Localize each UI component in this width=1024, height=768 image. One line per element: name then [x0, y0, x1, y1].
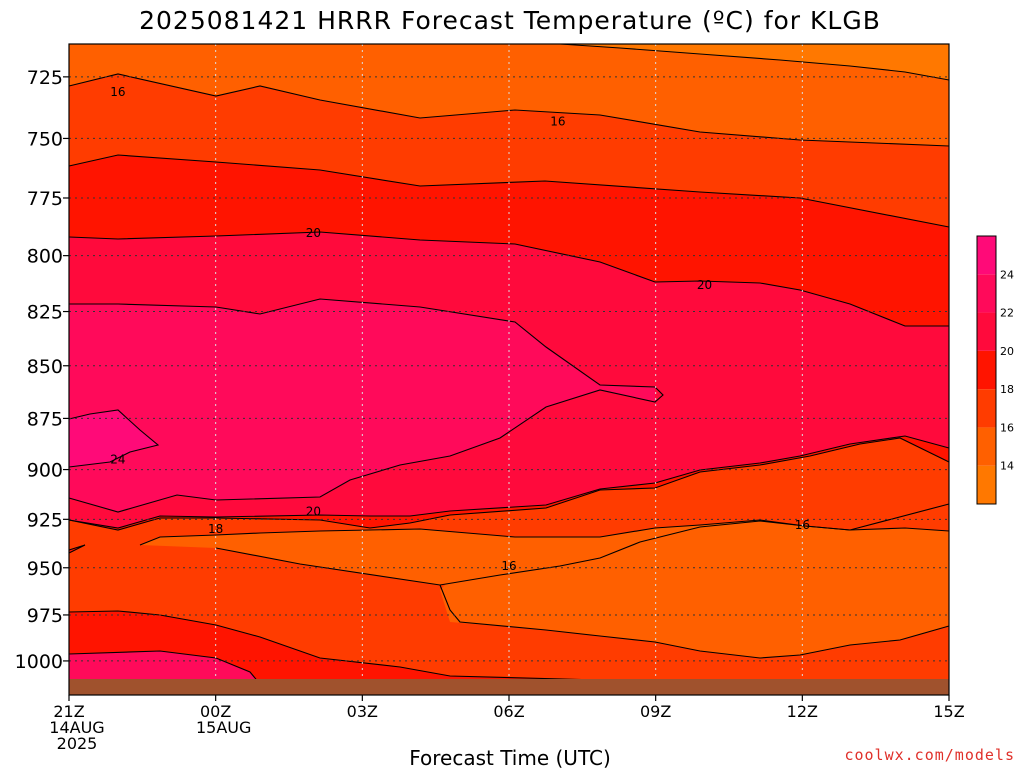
contour-label: 20	[697, 278, 712, 292]
x-tick-label: 03Z	[347, 702, 378, 721]
y-tick-label: 925	[27, 509, 63, 531]
contour-label: 16	[501, 559, 516, 573]
y-tick-label: 850	[27, 356, 63, 378]
contour-line	[68, 437, 950, 531]
band-surface-warm	[69, 651, 260, 684]
contour-line	[68, 231, 949, 327]
colorbar-swatch	[977, 389, 996, 428]
x-axis-title: Forecast Time (UTC)	[409, 746, 611, 768]
x-tick-label: 00Z	[200, 702, 231, 721]
contour-line	[68, 544, 86, 554]
svg-text:16: 16	[501, 559, 516, 573]
contour-line	[559, 43, 950, 81]
contour-line	[68, 409, 160, 468]
contour-label: 20	[306, 226, 321, 240]
colorbar-swatch	[977, 427, 996, 466]
y-tick-label: 750	[27, 128, 63, 150]
x-tick-label: 21Z	[53, 702, 84, 721]
svg-text:20: 20	[306, 226, 321, 240]
colorbar-swatch	[977, 350, 996, 390]
y-tick-label: 975	[27, 605, 63, 627]
colorbar-tick-label: 18	[1000, 383, 1014, 396]
y-tick-label: 800	[27, 246, 63, 268]
contour-line	[68, 610, 701, 685]
svg-text:16: 16	[550, 114, 565, 128]
contour-line	[68, 435, 950, 529]
colorbar-swatch	[977, 312, 996, 351]
contour-label: 24	[110, 452, 125, 466]
x-tick-label: 06Z	[493, 702, 524, 721]
contour-lines	[68, 43, 950, 685]
contour-label: 20	[306, 504, 321, 518]
contour-line	[215, 503, 950, 586]
colorbar-tick-label: 20	[1000, 345, 1014, 358]
colorbar-swatch	[977, 465, 996, 504]
site-credit: coolwx.com/models	[844, 746, 1015, 764]
x-tick-label: 12Z	[787, 702, 818, 721]
y-tick-label: 775	[27, 188, 63, 210]
y-axis: 725 750 775 800 825 850 875 900 925 950 975 1000	[15, 67, 69, 673]
colorbar-tick-label: 14	[1000, 460, 1014, 473]
contour-label: 16	[795, 518, 810, 532]
surface-ground	[69, 679, 949, 695]
contour-line	[68, 73, 950, 147]
grid-lines	[68, 44, 950, 679]
colorbar-tick-label: 16	[1000, 421, 1014, 434]
x-tick-label: 15AUG	[196, 718, 251, 737]
svg-text:20: 20	[697, 278, 712, 292]
colorbar-swatch	[977, 236, 996, 275]
y-tick-label: 725	[27, 67, 63, 89]
band-14-top	[69, 44, 949, 80]
svg-text:24: 24	[110, 452, 125, 466]
colorbar-tick-label: 22	[1000, 307, 1014, 320]
x-tick-label: 14AUG	[49, 718, 104, 737]
y-tick-label: 1000	[15, 651, 63, 673]
y-tick-label: 950	[27, 558, 63, 580]
svg-text:16: 16	[110, 85, 125, 99]
contour-line	[68, 154, 950, 228]
contour-label: 16	[550, 114, 565, 128]
colorbar-swatch	[977, 274, 996, 313]
y-tick-label: 825	[27, 302, 63, 324]
x-tick-label: 15Z	[933, 702, 964, 721]
chart-title: 2025081421 HRRR Forecast Temperature (ºC…	[139, 6, 881, 35]
band-23	[69, 410, 158, 467]
colorbar-frame	[976, 235, 997, 505]
y-tick-label: 875	[27, 408, 63, 430]
svg-text:16: 16	[795, 518, 810, 532]
svg-text:20: 20	[306, 504, 321, 518]
contour-labels: 16 16 20 20 24 20 18 16 16	[110, 85, 810, 573]
contour-label: 16	[110, 85, 125, 99]
contour-line	[68, 298, 664, 513]
colorbar: 14 16 18 20 22 24	[976, 235, 1014, 505]
contour-line	[439, 584, 950, 659]
colorbar-tick-label: 24	[1000, 268, 1014, 281]
y-tick-label: 900	[27, 460, 63, 482]
contour-label: 18	[208, 522, 223, 536]
svg-text:18: 18	[208, 522, 223, 536]
x-tick-label: 2025	[57, 734, 98, 753]
band-cool-pocket	[140, 520, 949, 658]
x-tick-label: 09Z	[640, 702, 671, 721]
